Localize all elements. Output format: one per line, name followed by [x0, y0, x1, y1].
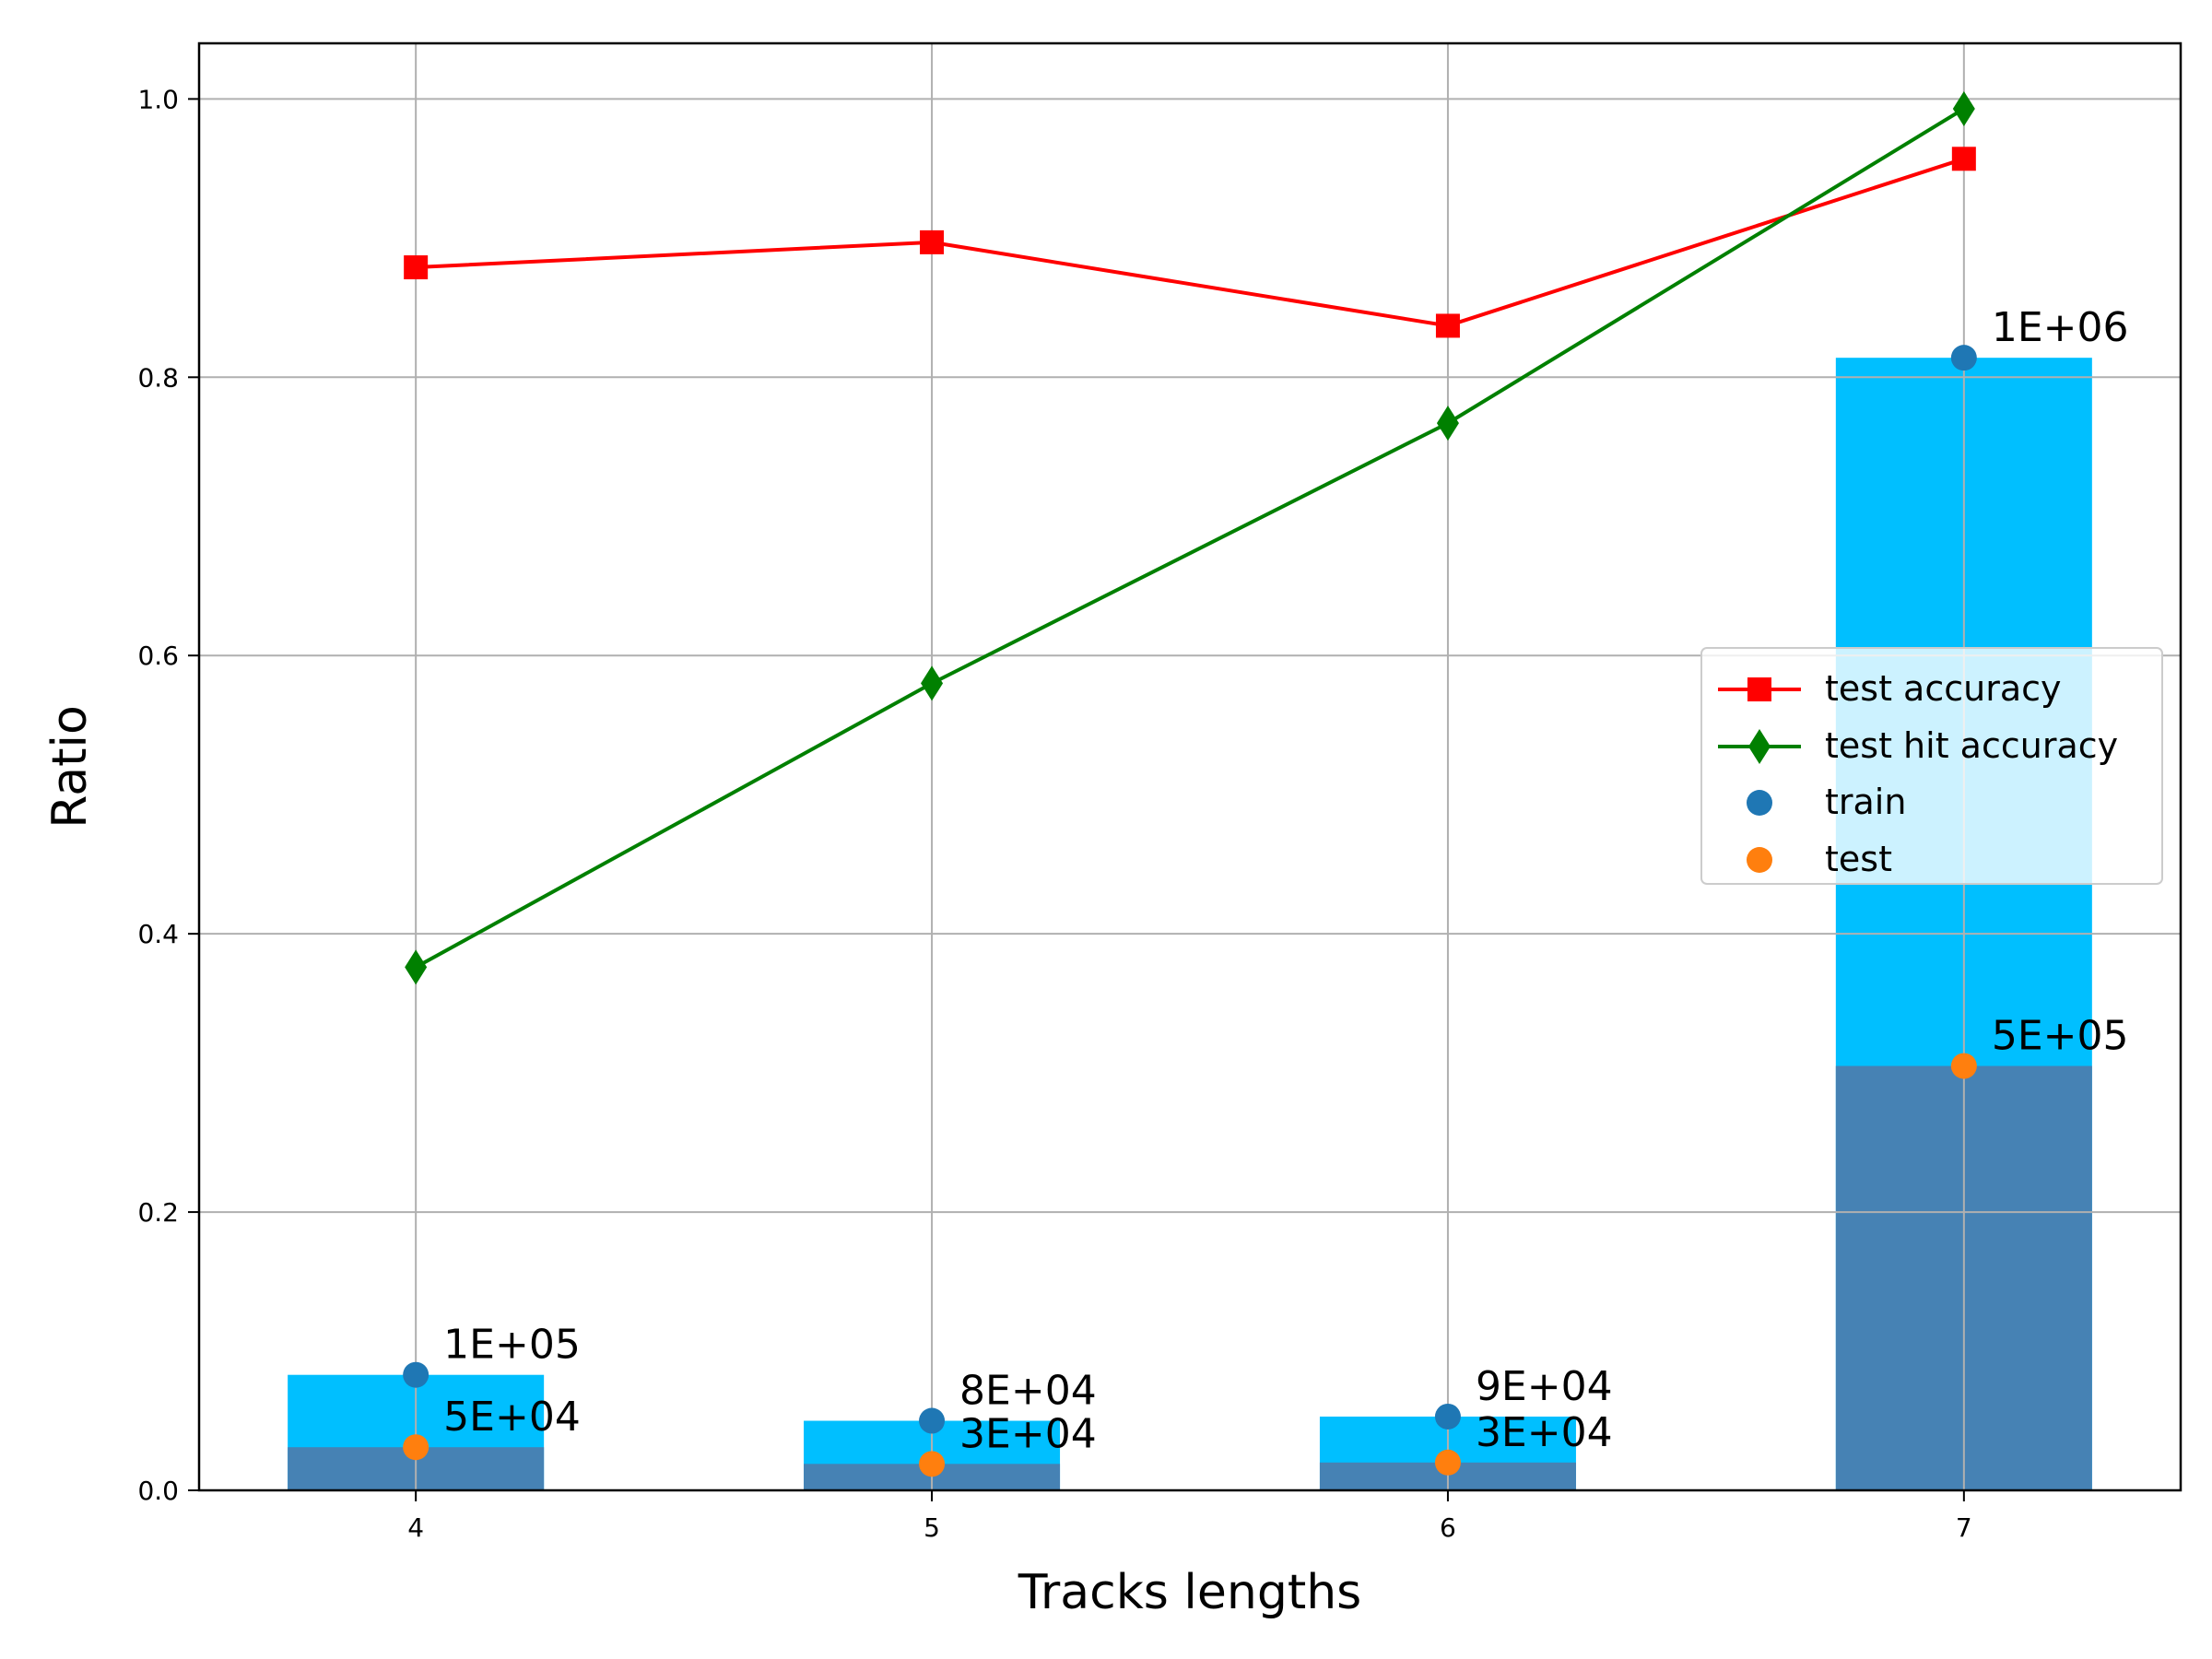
legend-marker: [1747, 847, 1772, 873]
point-test: [1950, 1053, 1977, 1079]
x-tick-label: 6: [1440, 1512, 1456, 1543]
line-test-accuracy: [416, 157, 1965, 328]
marker-test-hit-accuracy: [921, 665, 944, 701]
y-axis-title: Ratio: [42, 705, 98, 829]
marker-test-accuracy: [404, 255, 429, 280]
legend: test accuracy test hit accuracy train test: [1700, 647, 2163, 885]
y-tick-label: 0.2: [137, 1197, 179, 1228]
line-test-hit-accuracy: [415, 107, 1965, 970]
lines-layer: [415, 107, 1965, 970]
legend-marker: [1748, 729, 1771, 764]
y-tick-label: 0.0: [137, 1476, 179, 1506]
legend-box: [1700, 647, 2163, 885]
point-test: [1434, 1449, 1461, 1476]
ticks-layer: 4 5 6 7 0.0 0.2 0.4 0.6 0.8 1.0: [137, 84, 1971, 1543]
point-train: [1434, 1403, 1461, 1430]
x-tick-label: 7: [1956, 1512, 1972, 1543]
marker-test-hit-accuracy: [1952, 90, 1975, 126]
points-layer: [403, 90, 1977, 1477]
annotations-layer: 1E+05 8E+04 9E+04 1E+06 5E+04 3E+04 3E+04 5E+05: [443, 304, 2128, 1457]
marker-test-hit-accuracy: [1436, 406, 1459, 441]
data-label-test: 5E+05: [1992, 1013, 2129, 1060]
data-label-test: 5E+04: [443, 1394, 581, 1441]
x-tick-label: 5: [924, 1512, 940, 1543]
legend-items: test accuracy test hit accuracy train test: [1718, 668, 2118, 879]
legend-label: test accuracy: [1825, 668, 2062, 709]
legend-marker: [1747, 790, 1772, 816]
data-label-train: 1E+06: [1992, 304, 2129, 351]
data-label-test: 3E+04: [1476, 1409, 1613, 1456]
marker-test-accuracy: [1435, 313, 1460, 338]
legend-label: train: [1825, 782, 1906, 822]
data-label-test: 3E+04: [959, 1410, 1097, 1457]
point-test: [919, 1451, 946, 1477]
data-label-train: 1E+05: [443, 1322, 581, 1369]
legend-label: test hit accuracy: [1825, 725, 2118, 766]
bars-layer: [288, 358, 2092, 1490]
y-tick-label: 1.0: [137, 84, 179, 114]
y-tick-label: 0.8: [137, 362, 179, 393]
x-tick-label: 4: [407, 1512, 424, 1543]
point-train: [919, 1407, 946, 1434]
plot-frame: [197, 41, 2183, 1492]
y-tick-label: 0.4: [137, 919, 179, 949]
point-train: [1950, 345, 1977, 371]
data-label-train: 8E+04: [959, 1368, 1097, 1415]
marker-test-accuracy: [1951, 147, 1976, 171]
marker-test-hit-accuracy: [405, 949, 428, 985]
legend-marker: [1747, 677, 1771, 701]
y-tick-label: 0.6: [137, 641, 179, 671]
point-train: [403, 1361, 429, 1388]
marker-test-accuracy: [920, 229, 945, 254]
point-test: [403, 1434, 429, 1461]
data-label-train: 9E+04: [1476, 1363, 1613, 1410]
x-axis-title: Tracks lengths: [1018, 1565, 1362, 1620]
legend-label: test: [1825, 839, 1892, 879]
